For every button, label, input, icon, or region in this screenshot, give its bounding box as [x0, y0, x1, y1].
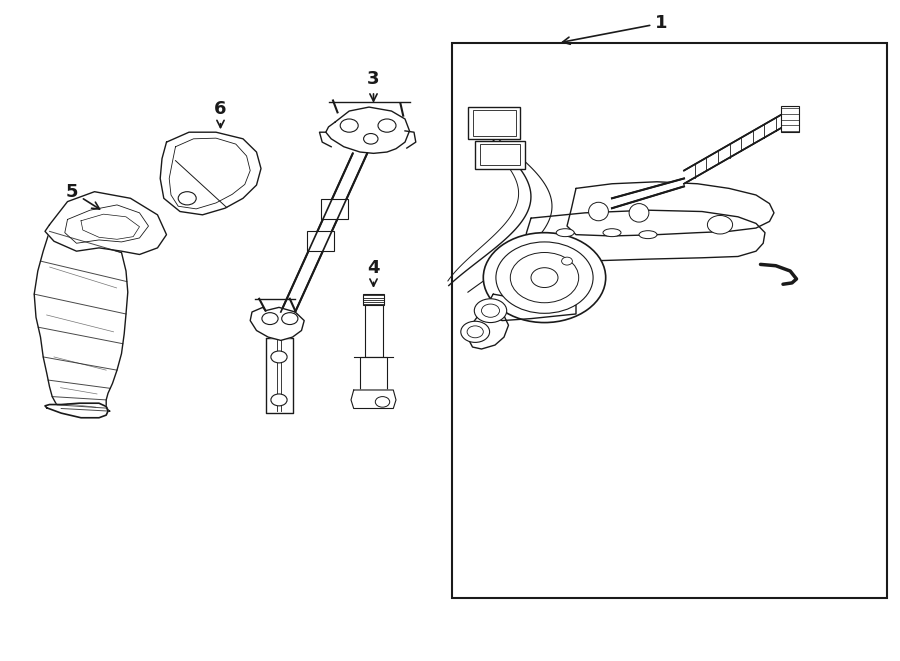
Polygon shape — [567, 182, 774, 236]
Circle shape — [510, 253, 579, 303]
Text: 2: 2 — [516, 242, 534, 277]
Polygon shape — [684, 114, 783, 184]
Bar — [472, 110, 516, 136]
Polygon shape — [45, 192, 166, 254]
Bar — [321, 199, 348, 219]
Bar — [364, 305, 382, 357]
Polygon shape — [266, 338, 292, 413]
Polygon shape — [250, 307, 304, 340]
Text: 4: 4 — [367, 258, 380, 286]
Circle shape — [531, 268, 558, 288]
Circle shape — [375, 397, 390, 407]
Circle shape — [340, 119, 358, 132]
Polygon shape — [612, 178, 684, 208]
Circle shape — [282, 313, 298, 325]
Polygon shape — [486, 294, 576, 321]
Text: 6: 6 — [214, 100, 227, 128]
Polygon shape — [351, 390, 396, 408]
Text: 1: 1 — [562, 14, 668, 44]
Circle shape — [483, 233, 606, 323]
Text: 3: 3 — [367, 70, 380, 101]
Bar — [307, 231, 334, 251]
Ellipse shape — [589, 202, 608, 221]
Bar — [781, 106, 799, 132]
Bar — [452, 43, 886, 598]
Circle shape — [271, 351, 287, 363]
Circle shape — [562, 257, 572, 265]
Ellipse shape — [603, 229, 621, 237]
Ellipse shape — [556, 229, 574, 237]
Circle shape — [474, 299, 507, 323]
Ellipse shape — [639, 231, 657, 239]
Circle shape — [467, 326, 483, 338]
Circle shape — [707, 215, 733, 234]
Polygon shape — [160, 132, 261, 215]
Circle shape — [482, 304, 500, 317]
Circle shape — [496, 242, 593, 313]
Polygon shape — [281, 153, 367, 312]
Polygon shape — [326, 107, 410, 153]
Polygon shape — [468, 304, 508, 349]
Circle shape — [378, 119, 396, 132]
Ellipse shape — [629, 204, 649, 222]
Polygon shape — [524, 210, 765, 261]
Circle shape — [364, 134, 378, 144]
Bar — [480, 144, 520, 165]
Circle shape — [271, 394, 287, 406]
Circle shape — [178, 192, 196, 205]
Polygon shape — [34, 231, 128, 411]
Bar — [360, 357, 387, 390]
Bar — [475, 141, 525, 169]
Polygon shape — [45, 403, 108, 418]
Circle shape — [461, 321, 490, 342]
Circle shape — [262, 313, 278, 325]
Bar — [468, 107, 520, 139]
Bar — [363, 294, 384, 305]
Text: 5: 5 — [66, 182, 100, 209]
